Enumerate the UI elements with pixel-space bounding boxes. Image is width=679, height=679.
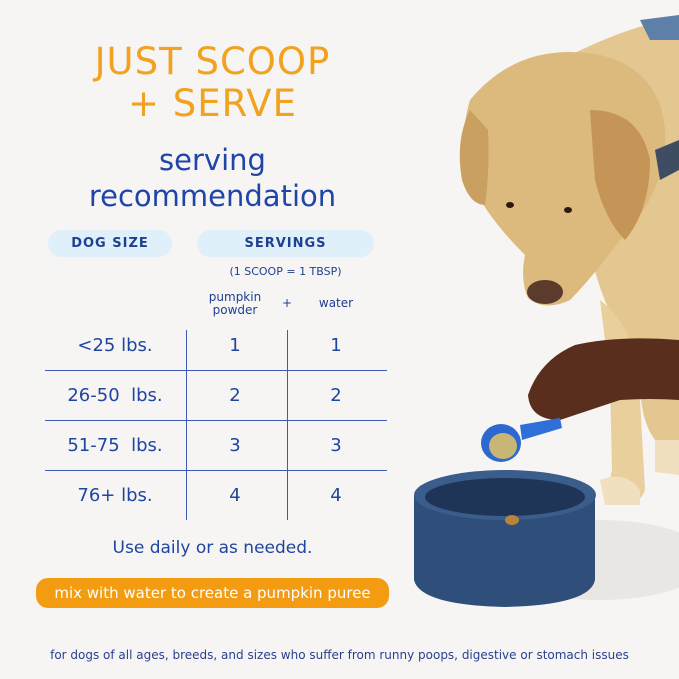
water-cell: 1 (330, 335, 342, 356)
water-cell: 3 (330, 435, 342, 456)
pumpkin-powder-label: pumpkin powder (208, 290, 262, 317)
powder-cell: 4 (229, 485, 241, 506)
headline-line-1: JUST SCOOP (94, 40, 331, 83)
row-divider (45, 470, 387, 471)
usage-note: Use daily or as needed. (112, 538, 313, 558)
column-divider (186, 330, 187, 520)
column-divider (287, 330, 288, 520)
subheading-line-1: serving (159, 143, 266, 177)
dog-size-cell: 51-75 lbs. (67, 435, 163, 456)
powder-cell: 2 (229, 385, 241, 406)
dog-size-header: DOG SIZE (48, 230, 172, 257)
water-cell: 4 (330, 485, 342, 506)
row-divider (45, 420, 387, 421)
powder-cell: 1 (229, 335, 241, 356)
plus-label: + (281, 296, 293, 310)
water-label: water (318, 296, 354, 310)
headline-line-2: + SERVE (127, 82, 297, 125)
scoop-note: (1 SCOOP = 1 TBSP) (229, 265, 342, 278)
water-cell: 2 (330, 385, 342, 406)
dog-size-cell: 26-50 lbs. (67, 385, 163, 406)
servings-header: SERVINGS (197, 230, 374, 257)
powder-cell: 3 (229, 435, 241, 456)
subheading-line-2: recommendation (88, 179, 337, 213)
mix-banner: mix with water to create a pumpkin puree (36, 578, 389, 608)
row-divider (45, 370, 387, 371)
footer-text: for dogs of all ages, breeds, and sizes … (50, 648, 629, 662)
dog-size-cell: <25 lbs. (77, 335, 153, 356)
dog-size-cell: 76+ lbs. (77, 485, 153, 506)
